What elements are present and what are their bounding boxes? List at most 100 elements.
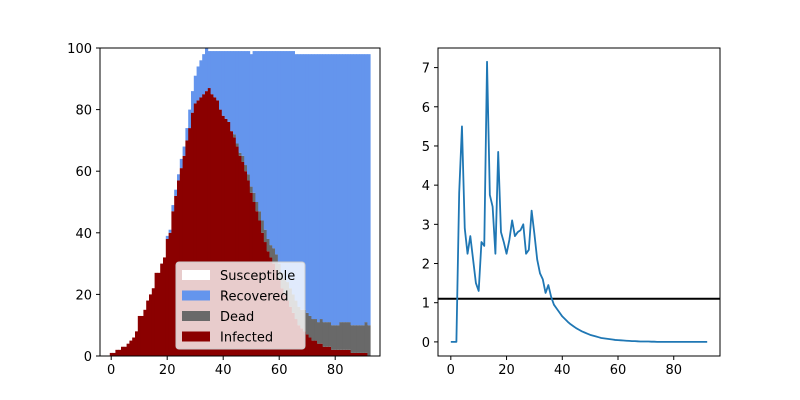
line-point-49 bbox=[587, 333, 589, 335]
bar-infected-79 bbox=[331, 349, 335, 356]
bar-recovered-44 bbox=[233, 51, 237, 135]
bar-recovered-56 bbox=[266, 51, 270, 239]
bar-infected-9 bbox=[135, 331, 139, 356]
plot-frame-left bbox=[99, 47, 381, 357]
y-tick-label-left-80: 80 bbox=[75, 104, 92, 119]
legend-label-susceptible: Susceptible bbox=[220, 269, 295, 284]
bar-recovered-29 bbox=[191, 91, 195, 113]
line-point-66 bbox=[634, 340, 636, 342]
line-point-85 bbox=[687, 341, 689, 343]
line-point-70 bbox=[645, 341, 647, 343]
bar-recovered-26 bbox=[182, 146, 186, 156]
bar-recovered-65 bbox=[291, 51, 295, 295]
bar-recovered-36 bbox=[210, 51, 214, 95]
bar-infected-76 bbox=[322, 346, 326, 356]
bar-recovered-72 bbox=[311, 54, 315, 320]
bar-dead-87 bbox=[353, 325, 357, 353]
bar-infected-89 bbox=[359, 352, 363, 356]
bar-infected-17 bbox=[157, 272, 161, 356]
line-point-40 bbox=[561, 316, 563, 318]
legend-label-dead: Dead bbox=[220, 310, 254, 325]
line-point-27 bbox=[525, 253, 527, 255]
bar-infected-29 bbox=[191, 112, 195, 357]
line-point-74 bbox=[656, 341, 658, 343]
line-point-17 bbox=[497, 151, 499, 153]
bar-infected-12 bbox=[143, 309, 147, 356]
bar-recovered-89 bbox=[359, 54, 363, 326]
plot-frame-right bbox=[437, 47, 721, 357]
bar-dead-83 bbox=[342, 322, 346, 350]
bar-recovered-76 bbox=[322, 54, 326, 323]
line-point-71 bbox=[648, 341, 650, 343]
y-tick-label-right-2: 2 bbox=[422, 258, 430, 273]
bar-recovered-52 bbox=[255, 51, 259, 202]
bar-recovered-69 bbox=[303, 54, 307, 310]
bar-recovered-49 bbox=[247, 51, 251, 175]
line-point-78 bbox=[667, 341, 669, 343]
bar-recovered-37 bbox=[213, 51, 217, 98]
bar-recovered-90 bbox=[361, 54, 365, 326]
line-point-82 bbox=[679, 341, 681, 343]
bar-infected-35 bbox=[207, 88, 211, 356]
bar-infected-34 bbox=[205, 91, 209, 357]
line-point-12 bbox=[483, 245, 485, 247]
line-point-41 bbox=[564, 318, 566, 320]
line-point-31 bbox=[536, 259, 538, 261]
x-tick-label-left-80: 80 bbox=[327, 363, 344, 378]
line-point-29 bbox=[531, 210, 533, 212]
line-point-81 bbox=[676, 341, 678, 343]
bar-recovered-82 bbox=[339, 54, 343, 323]
bar-recovered-63 bbox=[286, 51, 290, 283]
line-point-33 bbox=[542, 278, 544, 280]
line-point-58 bbox=[612, 339, 614, 341]
x-tick-label-left-40: 40 bbox=[215, 363, 232, 378]
bar-infected-6 bbox=[126, 343, 130, 356]
bar-dead-84 bbox=[345, 322, 349, 350]
line-point-43 bbox=[570, 323, 572, 325]
bar-dead-82 bbox=[339, 322, 343, 350]
bar-recovered-70 bbox=[305, 54, 309, 313]
bar-dead-90 bbox=[361, 325, 365, 353]
bar-recovered-21 bbox=[168, 229, 172, 233]
legend-label-infected: Infected bbox=[220, 331, 273, 346]
line-point-45 bbox=[575, 327, 577, 329]
line-point-23 bbox=[514, 235, 516, 237]
bar-recovered-71 bbox=[308, 54, 312, 316]
line-point-91 bbox=[704, 341, 706, 343]
bar-dead-79 bbox=[331, 325, 335, 350]
bar-infected-42 bbox=[227, 121, 231, 356]
y-tick-label-left-60: 60 bbox=[75, 165, 92, 180]
bar-infected-20 bbox=[165, 238, 169, 356]
bar-recovered-80 bbox=[333, 54, 337, 326]
x-tick-label-right-80: 80 bbox=[665, 363, 682, 378]
bar-infected-4 bbox=[121, 346, 125, 356]
legend-swatch-recovered bbox=[182, 290, 210, 301]
x-tick-label-left-0: 0 bbox=[107, 363, 115, 378]
bar-recovered-78 bbox=[328, 54, 332, 323]
bar-infected-38 bbox=[216, 100, 220, 356]
line-point-80 bbox=[673, 341, 675, 343]
x-tick-label-right-20: 20 bbox=[498, 363, 515, 378]
line-point-75 bbox=[659, 341, 661, 343]
bar-infected-41 bbox=[224, 118, 228, 356]
bar-infected-3 bbox=[118, 349, 122, 356]
bar-dead-85 bbox=[347, 322, 351, 350]
line-point-16 bbox=[495, 253, 497, 255]
bar-infected-87 bbox=[353, 352, 357, 356]
line-point-84 bbox=[684, 341, 686, 343]
bar-dead-88 bbox=[356, 325, 360, 353]
bar-recovered-64 bbox=[289, 51, 293, 289]
bar-dead-46 bbox=[238, 152, 242, 156]
bar-recovered-57 bbox=[269, 51, 273, 246]
bar-infected-46 bbox=[238, 155, 242, 356]
bar-recovered-55 bbox=[263, 51, 267, 230]
line-point-44 bbox=[573, 325, 575, 327]
line-point-86 bbox=[690, 341, 692, 343]
bar-infected-77 bbox=[325, 346, 329, 356]
legend-swatch-susceptible bbox=[182, 270, 210, 280]
line-point-26 bbox=[522, 224, 524, 226]
bar-infected-40 bbox=[221, 115, 225, 356]
legend-swatch-infected bbox=[182, 331, 210, 342]
line-point-20 bbox=[506, 253, 508, 255]
bar-recovered-92 bbox=[367, 54, 371, 326]
